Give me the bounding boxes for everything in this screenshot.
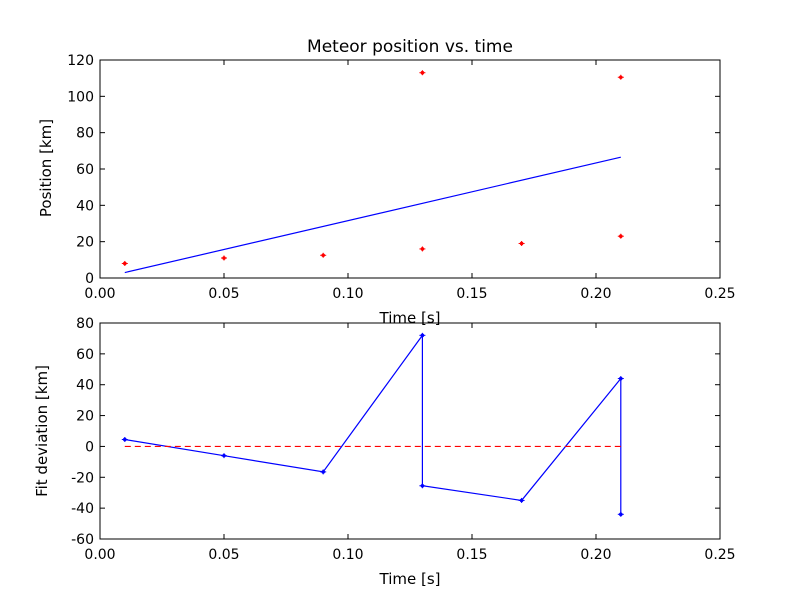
position-chart: Meteor position vs. time Time [s] Positi…: [37, 37, 736, 327]
data-point-marker: [518, 497, 525, 503]
data-point-marker: [518, 240, 525, 246]
y-tick-label: 40: [76, 198, 94, 214]
data-point-marker: [617, 511, 624, 517]
y-axis-label: Position [km]: [37, 119, 55, 217]
tick-group: 0.00 0.05 0.10 0.15 0.20 0.25 0 20 40 60 80 100 120: [67, 53, 735, 302]
x-axis-label: Time [s]: [379, 570, 441, 588]
x-tick-label: 0.10: [332, 547, 363, 563]
y-tick-label: 60: [76, 162, 94, 178]
data-point-marker: [419, 332, 426, 338]
series-line: [124, 333, 622, 515]
x-tick-label: 0.05: [208, 547, 239, 563]
data-point-marker: [419, 483, 426, 489]
axes-frame: [99, 322, 721, 540]
data-point-marker: [617, 74, 624, 80]
x-axis-label: Time [s]: [379, 309, 441, 327]
y-tick-label: -40: [71, 501, 94, 517]
y-tick-label: -60: [71, 532, 94, 548]
axes-frame: [99, 59, 721, 279]
data-point-marker: [320, 252, 327, 258]
x-tick-label: 0.15: [456, 286, 487, 302]
data-point-marker: [221, 453, 227, 459]
x-tick-label: 0.25: [704, 547, 735, 563]
plot-area: [121, 332, 624, 517]
data-point-marker: [419, 246, 426, 252]
x-tick-label: 0.25: [704, 286, 735, 302]
y-tick-label: 0: [85, 271, 94, 287]
series-line: [124, 156, 621, 274]
data-point-marker: [617, 233, 624, 239]
y-tick-label: 120: [67, 53, 94, 69]
x-tick-label: 0.05: [208, 286, 239, 302]
y-tick-label: 40: [76, 378, 94, 394]
x-tick-label: 0.10: [332, 286, 363, 302]
y-tick-label: 20: [76, 235, 94, 251]
plot-area: [121, 70, 624, 274]
x-tick-label: 0.20: [580, 547, 611, 563]
y-tick-label: -20: [71, 470, 94, 486]
y-tick-label: 60: [76, 347, 94, 363]
data-point-marker: [221, 255, 227, 261]
data-point-marker: [419, 70, 426, 76]
data-point-marker: [617, 376, 624, 382]
y-tick-label: 80: [76, 316, 94, 332]
y-tick-label: 80: [76, 126, 94, 142]
x-tick-label: 0.15: [456, 547, 487, 563]
chart-title: Meteor position vs. time: [307, 37, 513, 57]
x-tick-label: 0.00: [84, 547, 115, 563]
y-tick-label: 100: [67, 89, 94, 105]
tick-group: 0.00 0.05 0.10 0.15 0.20 0.25 -60 -40 -20 0 20 40 60…: [71, 316, 735, 563]
data-point-marker: [121, 260, 128, 266]
y-tick-label: 20: [76, 409, 94, 425]
x-tick-label: 0.00: [84, 286, 115, 302]
data-point-marker: [121, 436, 128, 442]
y-tick-label: 0: [85, 439, 94, 455]
y-axis-label: Fit deviation [km]: [33, 365, 51, 497]
x-tick-label: 0.20: [580, 286, 611, 302]
deviation-chart: Time [s] Fit deviation [km] 0.00 0.05 0.10…: [33, 316, 736, 588]
data-point-marker: [320, 469, 327, 475]
